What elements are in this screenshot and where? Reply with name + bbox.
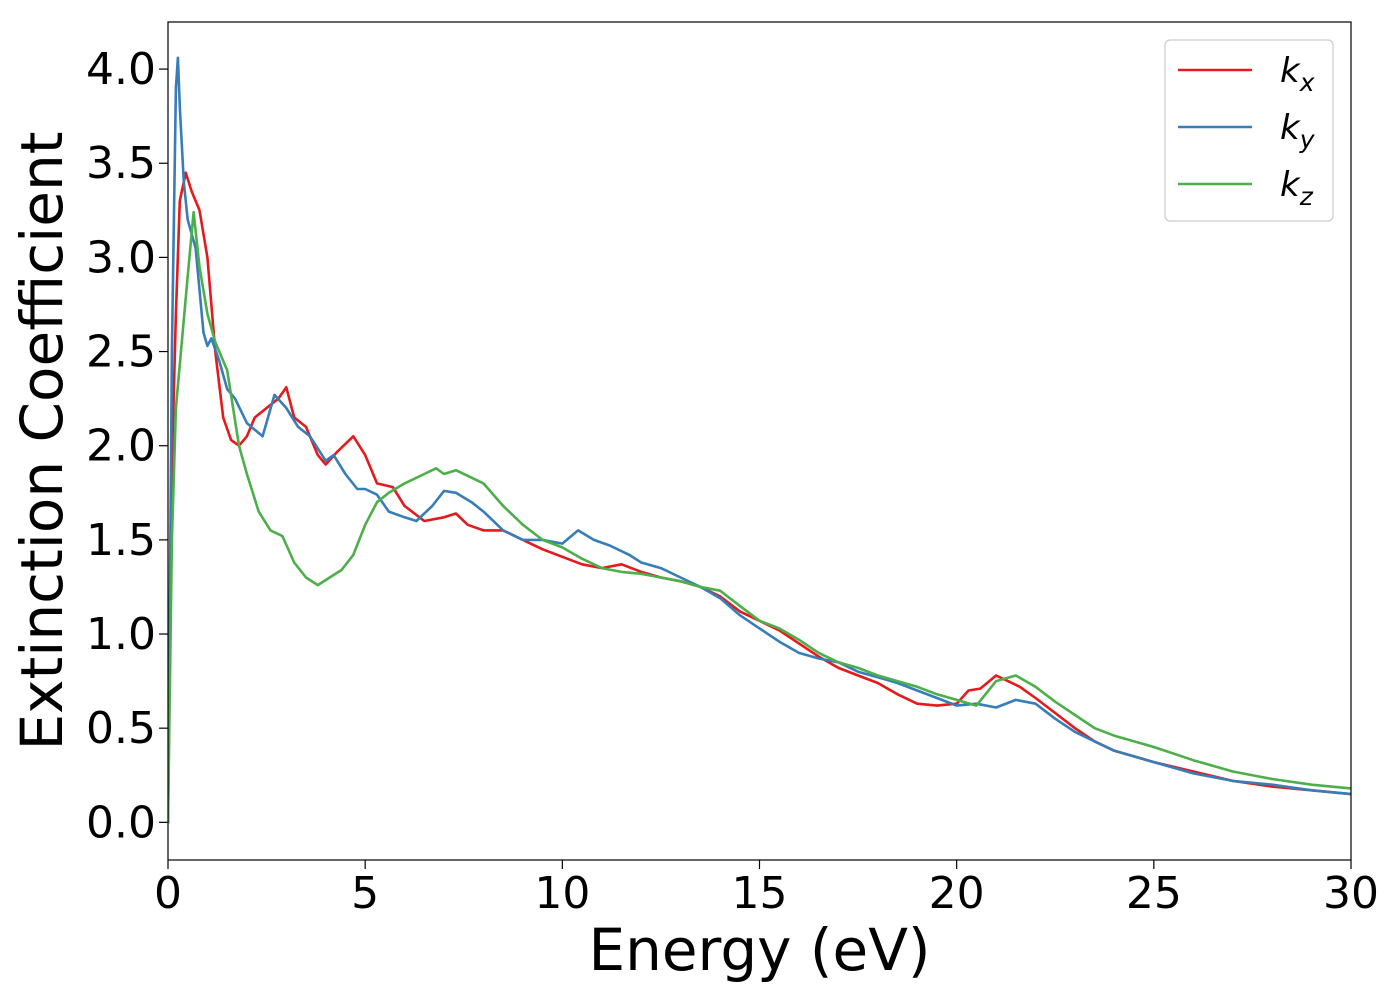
legend-label-base: k	[1280, 51, 1301, 91]
legend-label-base: k	[1280, 165, 1301, 205]
legend-label-subscript: z	[1299, 182, 1314, 211]
y-tick-label: 4.0	[86, 44, 156, 95]
legend-label-ky: ky	[1280, 108, 1316, 154]
x-tick-label: 15	[732, 868, 788, 919]
x-tick-label: 30	[1323, 868, 1379, 919]
x-tick-label: 5	[351, 868, 379, 919]
y-tick-label: 2.5	[86, 327, 156, 378]
series-line-kz	[168, 210, 1351, 824]
legend-label-subscript: x	[1299, 68, 1315, 97]
x-tick-label: 10	[534, 868, 590, 919]
y-tick-label: 3.0	[86, 232, 156, 283]
series-lines	[168, 56, 1351, 824]
legend-box	[1164, 39, 1334, 222]
x-tick-label: 25	[1126, 868, 1182, 919]
x-tick-label: 20	[929, 868, 985, 919]
y-tick-label: 0.5	[86, 703, 156, 754]
legend-label-base: k	[1280, 108, 1301, 148]
series-line-kx	[168, 171, 1351, 824]
y-tick-label: 3.5	[86, 138, 156, 189]
legend-label-kx: kx	[1280, 51, 1315, 97]
y-axis-label: Extinction Coefficient	[8, 132, 76, 751]
legend-label-subscript: y	[1299, 125, 1316, 154]
x-axis-ticks: 0 5 10 15 20 25 30	[154, 860, 1379, 919]
y-axis-ticks: 0.0 0.5 1.0 1.5 2.0 2.5 3.0 3.5 4.0	[86, 44, 168, 848]
x-axis-label: Energy (eV)	[588, 916, 930, 984]
y-tick-label: 1.0	[86, 609, 156, 660]
y-tick-label: 0.0	[86, 797, 156, 848]
x-tick-label: 0	[154, 868, 182, 919]
legend-label-kz: kz	[1280, 165, 1314, 211]
y-tick-label: 1.5	[86, 515, 156, 566]
y-tick-label: 2.0	[86, 421, 156, 472]
